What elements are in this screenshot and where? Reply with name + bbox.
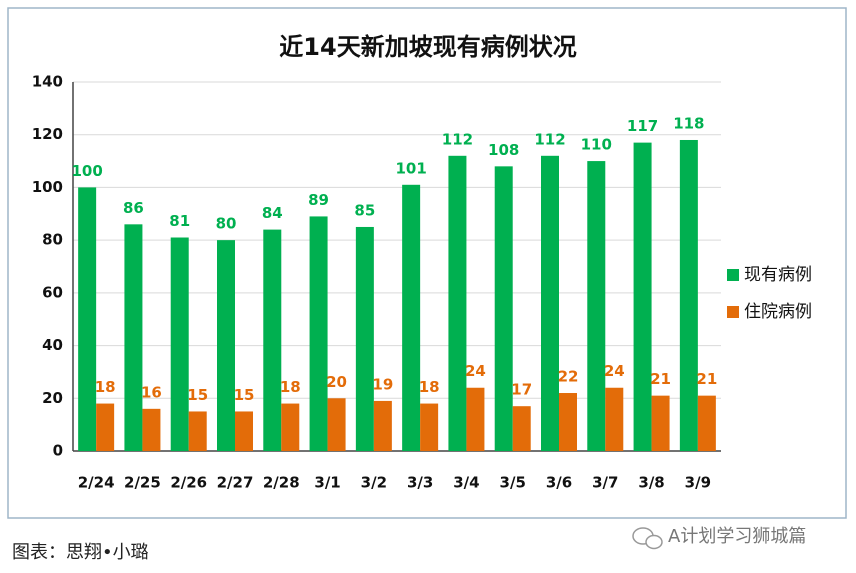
value-label: 19	[372, 375, 393, 393]
x-tick-label: 2/27	[217, 474, 254, 492]
bar	[373, 400, 392, 451]
value-label: 108	[488, 141, 519, 159]
value-label: 24	[465, 362, 486, 380]
value-label: 18	[419, 378, 440, 396]
value-label: 118	[673, 114, 704, 132]
value-label: 112	[442, 130, 473, 148]
bar	[142, 408, 161, 451]
value-label: 101	[395, 159, 426, 177]
bar	[402, 184, 421, 452]
watermark: A计划学习狮城篇	[668, 526, 806, 547]
y-tick-label: 100	[32, 178, 63, 196]
bar	[605, 387, 624, 451]
value-label: 89	[308, 191, 329, 209]
bar	[281, 403, 300, 451]
bar	[651, 395, 670, 451]
watermark-icon	[632, 527, 663, 550]
value-label: 117	[627, 117, 658, 135]
y-tick-label: 80	[42, 231, 63, 249]
value-label: 21	[650, 370, 671, 388]
bar	[697, 395, 716, 451]
value-label: 80	[216, 215, 237, 233]
bar	[679, 139, 698, 451]
x-tick-label: 3/3	[407, 474, 433, 492]
legend-swatch	[727, 306, 739, 318]
y-tick-label: 140	[32, 73, 63, 91]
value-label: 17	[511, 381, 532, 399]
bar	[494, 166, 513, 452]
y-tick-label: 20	[42, 389, 63, 407]
x-tick-label: 2/25	[124, 474, 161, 492]
value-label: 85	[354, 201, 375, 219]
value-label: 21	[696, 370, 717, 388]
bar	[448, 155, 467, 452]
x-tick-label: 3/6	[546, 474, 572, 492]
x-tick-label: 2/24	[78, 474, 115, 492]
bar	[327, 398, 346, 451]
bar	[96, 403, 115, 451]
bar	[587, 161, 606, 452]
bar	[217, 240, 235, 451]
bar	[263, 229, 282, 451]
bar	[188, 411, 207, 451]
x-tick-label: 3/4	[453, 474, 479, 492]
bar	[124, 224, 143, 451]
value-label: 110	[581, 136, 612, 154]
x-tick-label: 2/26	[170, 474, 207, 492]
value-label: 112	[534, 130, 565, 148]
bar	[466, 387, 485, 451]
bar	[78, 187, 97, 451]
value-label: 18	[95, 378, 116, 396]
value-label: 20	[326, 373, 347, 391]
x-tick-label: 3/1	[314, 474, 340, 492]
legend-label: 现有病例	[744, 265, 812, 285]
y-tick-label: 60	[42, 283, 63, 301]
legend-swatch	[727, 269, 739, 281]
x-tick-label: 3/9	[685, 474, 711, 492]
bar	[541, 155, 559, 452]
legend-label: 住院病例	[744, 302, 812, 322]
bar	[235, 411, 253, 451]
caption: 图表：思翔•小璐	[12, 542, 149, 563]
value-label: 81	[169, 212, 190, 230]
y-tick-label: 0	[53, 442, 63, 460]
value-label: 86	[123, 199, 144, 217]
bar	[309, 216, 328, 451]
x-tick-label: 3/8	[638, 474, 664, 492]
y-tick-label: 120	[32, 125, 63, 143]
value-label: 16	[141, 383, 162, 401]
value-label: 15	[234, 386, 255, 404]
x-tick-label: 3/2	[361, 474, 387, 492]
y-tick-label: 40	[42, 336, 63, 354]
bar	[420, 403, 439, 451]
x-tick-label: 3/5	[500, 474, 526, 492]
value-label: 100	[71, 162, 102, 180]
bar	[170, 237, 189, 451]
chart-title: 近14天新加坡现有病例状况	[279, 33, 576, 61]
bar	[559, 393, 577, 451]
value-label: 15	[187, 386, 208, 404]
value-label: 24	[604, 362, 625, 380]
value-label: 84	[262, 204, 283, 222]
bar	[512, 406, 531, 451]
value-label: 22	[558, 368, 579, 386]
bar	[355, 226, 374, 451]
x-tick-label: 2/28	[263, 474, 300, 492]
bar	[633, 142, 652, 451]
x-tick-label: 3/7	[592, 474, 618, 492]
value-label: 18	[280, 378, 301, 396]
